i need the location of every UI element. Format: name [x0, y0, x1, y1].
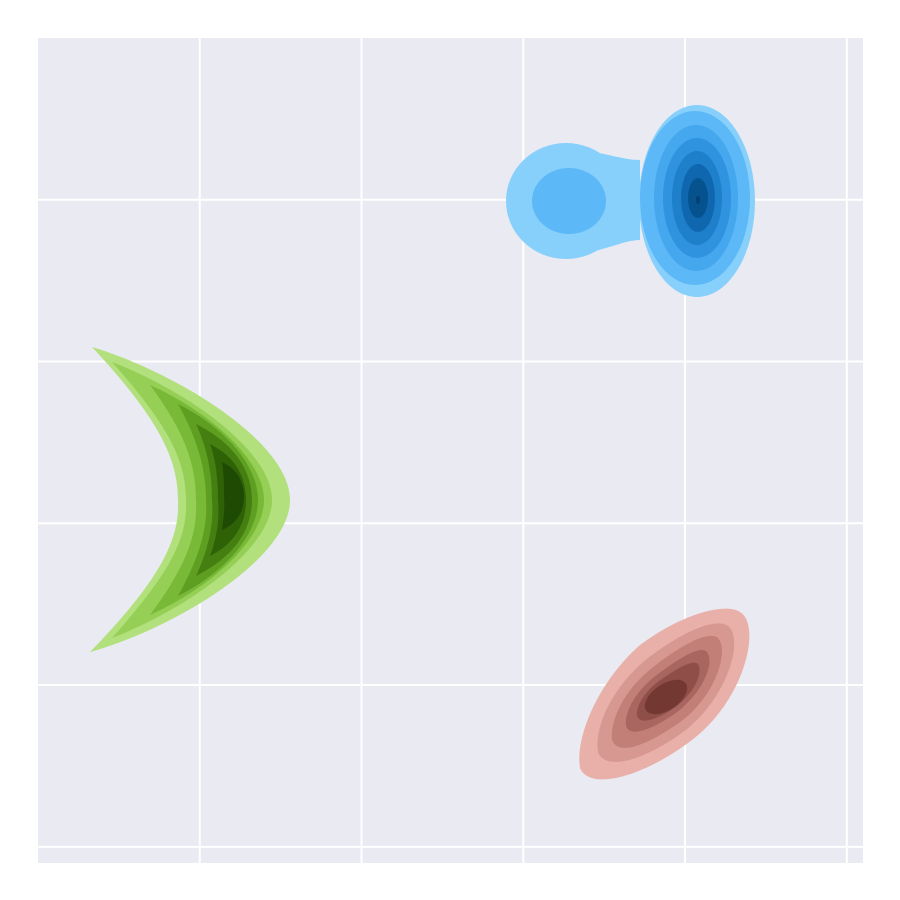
density-green [90, 347, 290, 652]
blue-lobe-left-inner [532, 168, 606, 234]
density-red [579, 608, 750, 780]
blue-peak [696, 196, 700, 204]
green-peak [222, 462, 244, 530]
red-peak [644, 679, 688, 715]
density-blue [506, 105, 755, 297]
green-level-2 [112, 362, 272, 638]
